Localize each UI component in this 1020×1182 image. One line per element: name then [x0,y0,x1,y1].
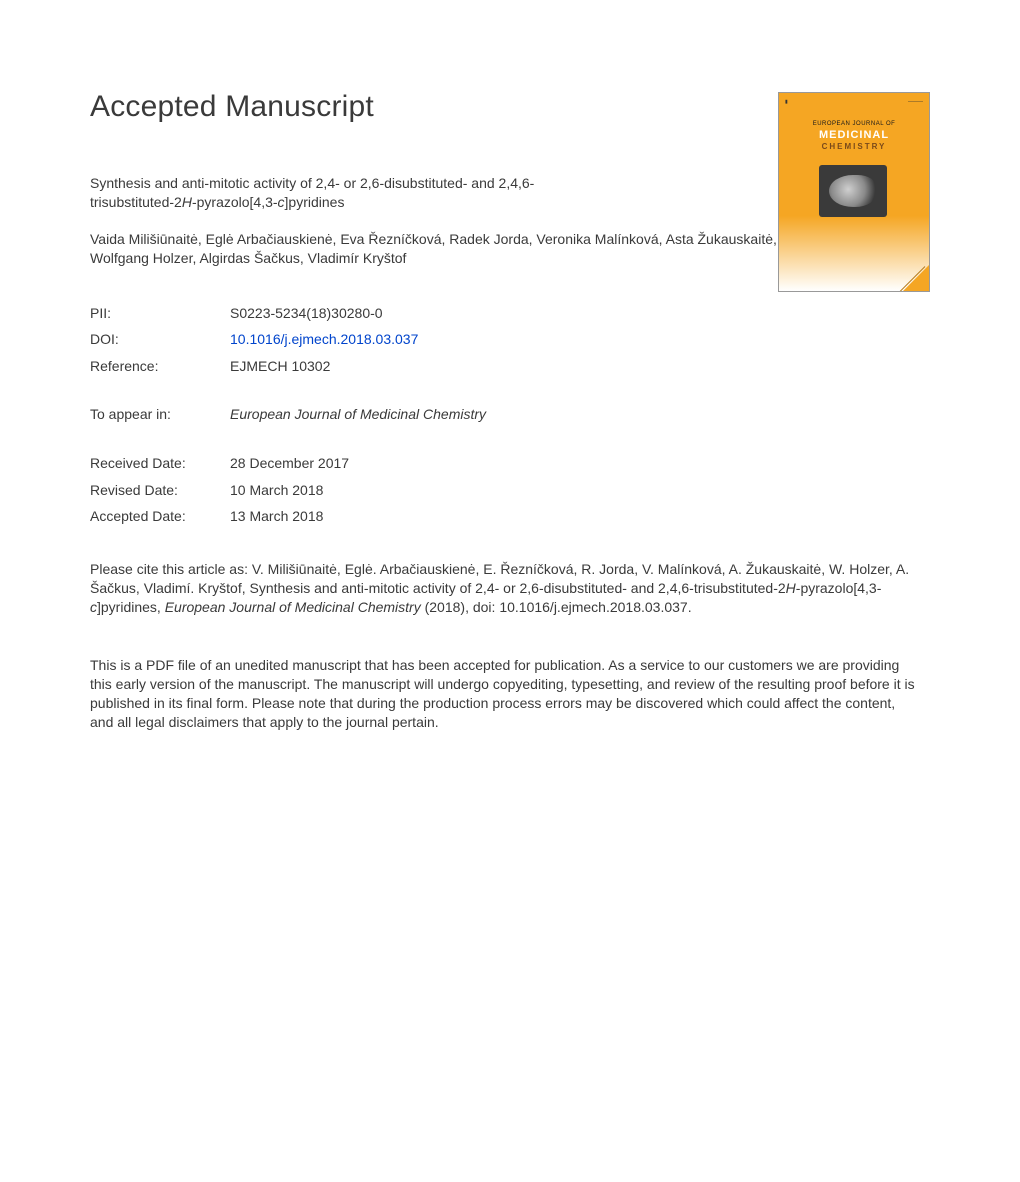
meta-row-reference: Reference: EJMECH 10302 [90,353,930,380]
pii-label: PII: [90,300,230,327]
cover-molecule-image [819,165,887,217]
title-line2-prefix: trisubstituted-2 [90,194,182,210]
revised-label: Revised Date: [90,477,230,504]
journal-cover-thumbnail: ▮——— EUROPEAN JOURNAL OF MEDICINAL CHEMI… [778,92,930,292]
doi-link[interactable]: 10.1016/j.ejmech.2018.03.037 [230,326,418,353]
cover-page-curl [902,264,930,292]
meta-row-pii: PII: S0223-5234(18)30280-0 [90,300,930,327]
to-appear-value: European Journal of Medicinal Chemistry [230,401,486,428]
cover-header-marks: ▮——— [785,99,923,105]
title-line2-suffix: ]pyridines [285,194,345,210]
metadata-table: PII: S0223-5234(18)30280-0 DOI: 10.1016/… [90,300,930,530]
citation-mid2: ]pyridines, [97,599,165,615]
citation-suffix: (2018), doi: 10.1016/j.ejmech.2018.03.03… [421,599,692,615]
cover-line1: EUROPEAN JOURNAL OF [779,121,929,127]
citation-italic1: H [786,580,796,596]
meta-row-received: Received Date: 28 December 2017 [90,450,930,477]
title-line2-mid: -pyrazolo[4,3- [192,194,278,210]
citation-journal: European Journal of Medicinal Chemistry [165,599,421,615]
citation-text: Please cite this article as: V. Milišiūn… [90,560,920,617]
accepted-label: Accepted Date: [90,503,230,530]
meta-row-revised: Revised Date: 10 March 2018 [90,477,930,504]
revised-value: 10 March 2018 [230,477,323,504]
article-title: Synthesis and anti-mitotic activity of 2… [90,174,660,212]
received-label: Received Date: [90,450,230,477]
doi-label: DOI: [90,326,230,353]
title-line1: Synthesis and anti-mitotic activity of 2… [90,175,534,191]
received-value: 28 December 2017 [230,450,349,477]
pii-value: S0223-5234(18)30280-0 [230,300,383,327]
to-appear-label: To appear in: [90,401,230,428]
disclaimer-text: This is a PDF file of an unedited manusc… [90,656,920,732]
accepted-value: 13 March 2018 [230,503,323,530]
meta-row-to-appear: To appear in: European Journal of Medici… [90,401,930,428]
cover-journal-title: EUROPEAN JOURNAL OF MEDICINAL CHEMISTRY [779,121,929,151]
reference-value: EJMECH 10302 [230,353,330,380]
cover-line2: MEDICINAL [779,129,929,141]
meta-row-accepted: Accepted Date: 13 March 2018 [90,503,930,530]
title-line2-italic2: c [278,194,285,210]
citation-italic2: c [90,599,97,615]
title-line2-italic1: H [182,194,192,210]
meta-row-doi: DOI: 10.1016/j.ejmech.2018.03.037 [90,326,930,353]
citation-mid1: -pyrazolo[4,3- [796,580,882,596]
author-list: Vaida Milišiūnaitė, Eglė Arbačiauskienė,… [90,230,790,268]
cover-line3: CHEMISTRY [779,142,929,151]
reference-label: Reference: [90,353,230,380]
